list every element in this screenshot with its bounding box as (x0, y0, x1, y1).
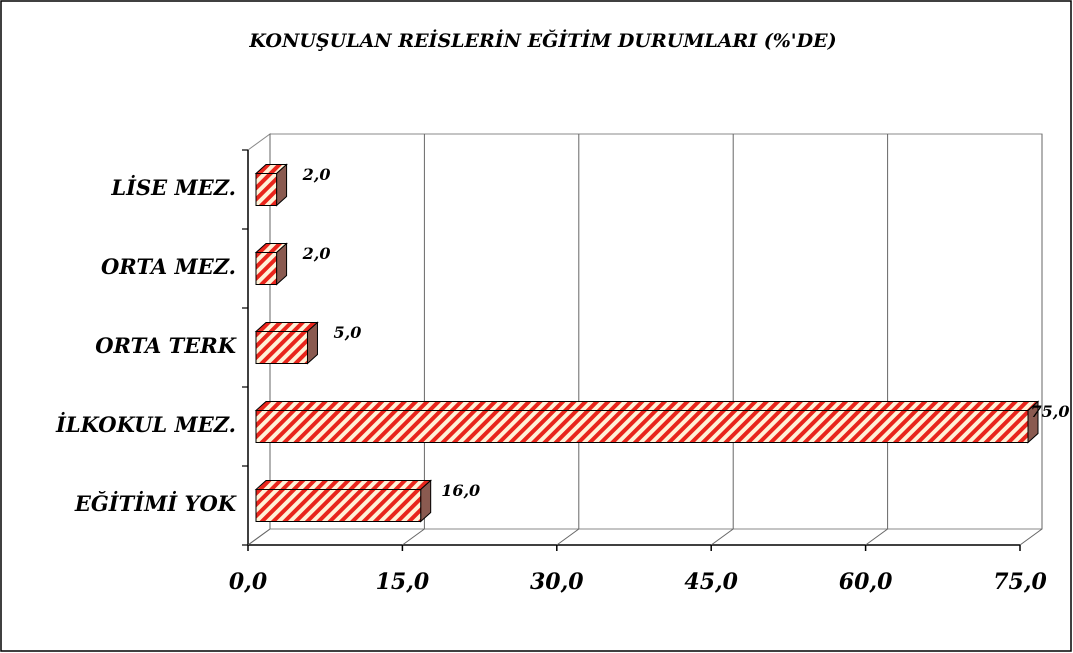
bar-top (254, 401, 1040, 411)
bar-top (254, 480, 432, 490)
y-tick-label: İLKOKUL MEZ. (55, 412, 236, 437)
y-tick-label: ORTA MEZ. (101, 254, 236, 279)
x-tick-label: 30,0 (530, 569, 584, 595)
data-label: 2,0 (302, 165, 331, 184)
floor-line (556, 528, 580, 546)
x-tick-label: 45,0 (684, 569, 738, 595)
floor-line (1019, 528, 1043, 546)
data-label: 5,0 (334, 323, 362, 342)
chart-title: KONUŞULAN REİSLERİN EĞİTİM DURUMLARI (%'… (248, 29, 836, 52)
bar (255, 252, 278, 285)
floor-line (710, 528, 734, 546)
x-tick-label: 15,0 (376, 569, 430, 595)
x-tick-label: 75,0 (993, 569, 1047, 595)
data-label: 75,0 (1031, 402, 1070, 421)
floor-line (865, 528, 888, 546)
x-tick-label: 0,0 (229, 569, 268, 595)
bar (255, 331, 308, 364)
data-label: 16,0 (441, 481, 480, 500)
data-label: 2,0 (302, 244, 331, 263)
y-tick-label: ORTA TERK (95, 333, 237, 358)
floor-line (402, 528, 425, 546)
bar (255, 173, 278, 206)
y-tick-label: LİSE MEZ. (110, 175, 236, 200)
y-tick-label: EĞİTİMİ YOK (74, 491, 237, 516)
floor-line (247, 528, 271, 546)
bar (255, 410, 1029, 443)
bar (255, 489, 422, 522)
x-tick-label: 60,0 (839, 569, 893, 595)
